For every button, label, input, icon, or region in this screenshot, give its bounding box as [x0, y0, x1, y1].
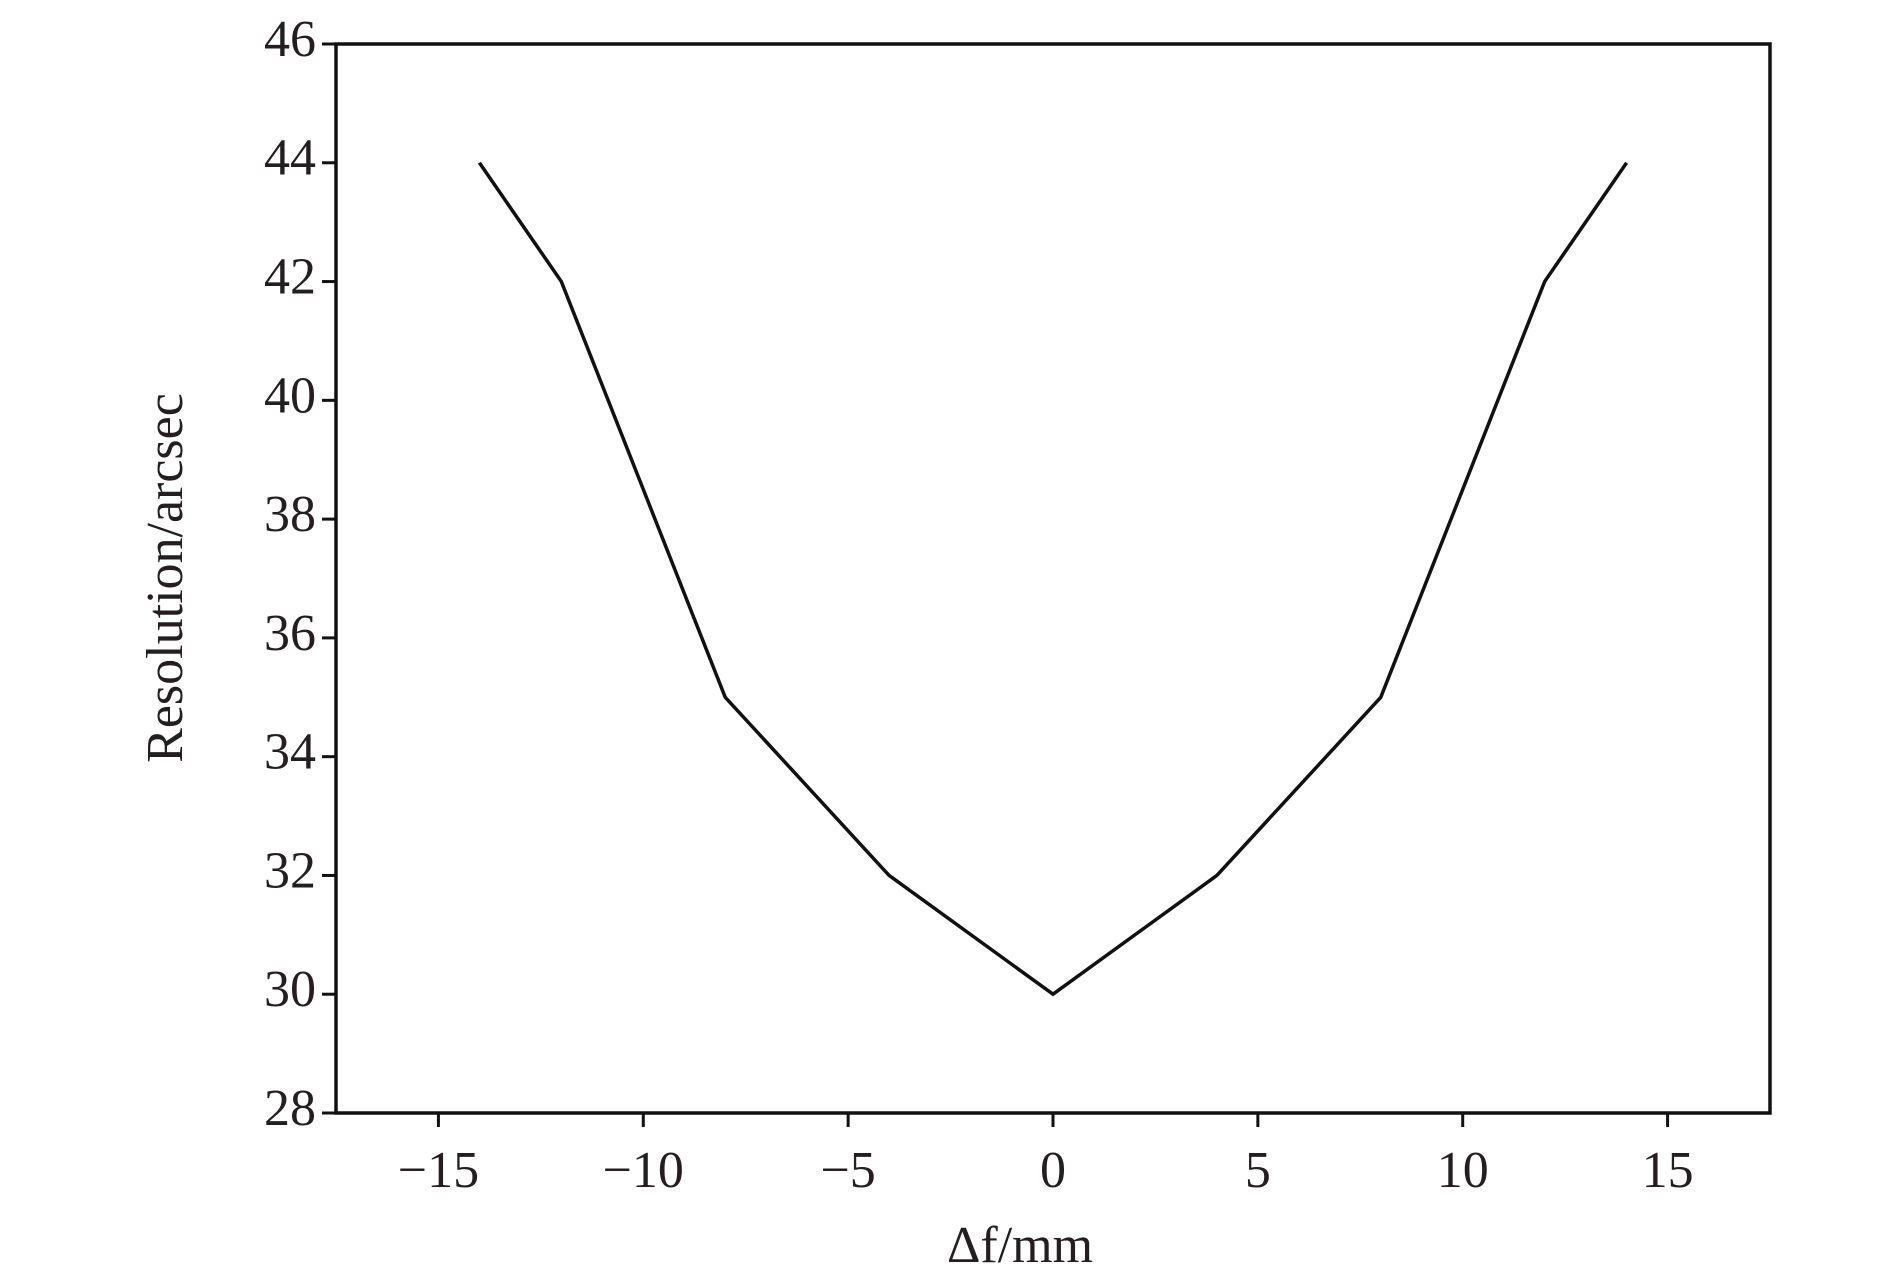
y-tick-label: 34	[264, 724, 316, 781]
x-tick-label: −15	[398, 1142, 479, 1199]
x-axis-label: Δf/mm	[947, 1217, 1093, 1274]
data-line	[477, 161, 1629, 997]
x-tick-label: −10	[603, 1142, 684, 1199]
y-tick-label: 32	[264, 842, 316, 899]
y-tick-label: 42	[264, 248, 316, 305]
x-tick-label: 5	[1245, 1142, 1271, 1199]
y-tick-label: 40	[264, 367, 316, 424]
y-tick-label: 36	[264, 605, 316, 662]
y-axis-label: Resolution/arcsec	[137, 393, 194, 763]
y-tick-label: 30	[264, 961, 316, 1018]
y-tick-label: 38	[264, 486, 316, 543]
x-tick-label: 0	[1040, 1142, 1066, 1199]
y-tick-label: 46	[264, 11, 316, 68]
y-tick-label: 44	[264, 130, 316, 187]
y-tick-label: 28	[264, 1080, 316, 1137]
x-tick-label: 10	[1437, 1142, 1489, 1199]
x-tick-label: 15	[1642, 1142, 1694, 1199]
plot-frame	[334, 42, 1772, 1115]
x-tick-label: −5	[820, 1142, 875, 1199]
